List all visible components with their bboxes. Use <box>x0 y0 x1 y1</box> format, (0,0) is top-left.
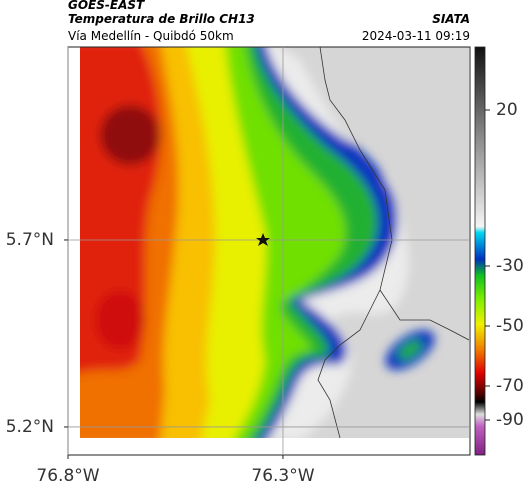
colorbar-label: -70 <box>496 376 524 396</box>
colorbar <box>474 46 486 456</box>
y-tick-label: 5.7°N <box>6 230 54 250</box>
y-tick-label: 5.2°N <box>6 417 54 437</box>
subtitle: Vía Medellín - Quibdó 50km <box>68 29 234 43</box>
colorbar-label: -30 <box>496 256 524 276</box>
x-tick-label: 76.3°W <box>251 466 314 486</box>
x-tick-label: 76.8°W <box>36 466 99 486</box>
temperature-field <box>80 47 469 438</box>
source: GOES-EAST <box>68 0 145 12</box>
location-marker <box>256 233 270 246</box>
title: Temperatura de Brillo CH13 <box>68 12 255 26</box>
brand: SIATA <box>432 12 470 26</box>
colorbar-label: 20 <box>496 100 518 120</box>
colorbar-label: -90 <box>496 410 524 430</box>
colorbar-label: -50 <box>496 316 524 336</box>
datetime: 2024-03-11 09:19 <box>362 29 470 43</box>
